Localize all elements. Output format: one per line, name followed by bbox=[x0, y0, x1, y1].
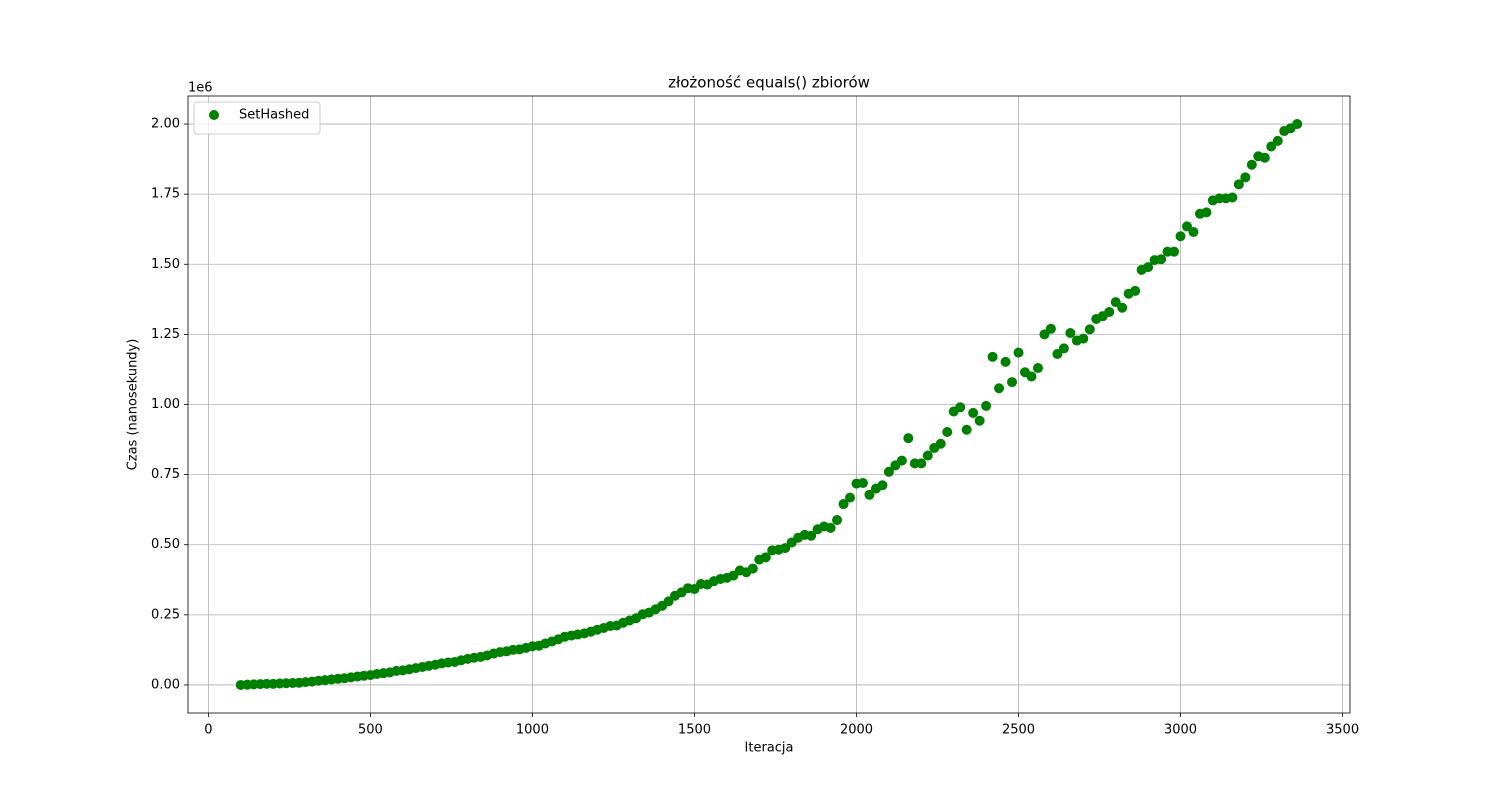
point bbox=[883, 466, 894, 477]
y-tick-label: 1.50 bbox=[151, 257, 180, 272]
point bbox=[1039, 329, 1050, 340]
marks bbox=[235, 119, 1303, 690]
x-tick-label: 3500 bbox=[1326, 723, 1359, 738]
legend: SetHashed bbox=[193, 101, 321, 135]
point bbox=[1240, 172, 1251, 183]
point bbox=[806, 530, 817, 541]
point bbox=[838, 499, 849, 510]
point bbox=[916, 458, 927, 469]
point bbox=[1026, 371, 1037, 382]
point bbox=[955, 402, 966, 413]
point bbox=[1182, 221, 1193, 232]
y-tick-label: 0.25 bbox=[151, 607, 180, 622]
y-tick-label: 2.00 bbox=[151, 117, 180, 132]
point bbox=[1117, 302, 1128, 313]
point bbox=[1201, 207, 1212, 218]
y-tick-label: 0.75 bbox=[151, 467, 180, 482]
point bbox=[1065, 327, 1076, 338]
point bbox=[961, 424, 972, 435]
y-tick-label: 0.00 bbox=[151, 677, 180, 692]
point bbox=[987, 351, 998, 362]
point bbox=[1130, 285, 1141, 296]
point bbox=[1169, 246, 1180, 257]
point bbox=[1143, 262, 1154, 273]
point bbox=[942, 426, 953, 437]
point bbox=[935, 438, 946, 449]
x-tick-label: 3000 bbox=[1164, 723, 1197, 738]
chart-title: złożoność equals() zbiorów bbox=[668, 74, 870, 92]
grid bbox=[188, 96, 1350, 713]
y-offset-label: 1e6 bbox=[188, 81, 213, 96]
x-axis-label: Iteracja bbox=[745, 741, 794, 756]
point bbox=[1156, 254, 1167, 265]
y-axis-label: Czas (nanosekundy) bbox=[126, 339, 141, 471]
point bbox=[1188, 227, 1199, 238]
point bbox=[1078, 333, 1089, 344]
x-tick-label: 1500 bbox=[678, 723, 711, 738]
y-tick-label: 1.25 bbox=[151, 327, 180, 342]
x-tick-label: 1000 bbox=[516, 723, 549, 738]
point bbox=[1175, 231, 1186, 242]
y-tick-label: 1.00 bbox=[151, 397, 180, 412]
point bbox=[1266, 141, 1277, 152]
point bbox=[760, 552, 771, 563]
point bbox=[974, 415, 985, 426]
point bbox=[994, 383, 1005, 394]
point bbox=[1292, 119, 1303, 130]
point bbox=[747, 563, 758, 574]
point bbox=[832, 515, 843, 526]
point bbox=[877, 480, 888, 491]
point bbox=[1084, 324, 1095, 335]
legend-box bbox=[193, 101, 321, 135]
point bbox=[1227, 192, 1238, 203]
point bbox=[1259, 152, 1270, 163]
x-tick-label: 500 bbox=[358, 723, 383, 738]
point bbox=[1110, 297, 1121, 308]
legend-marker bbox=[209, 110, 219, 120]
point bbox=[1233, 179, 1244, 190]
point bbox=[896, 455, 907, 466]
point bbox=[780, 543, 791, 554]
point bbox=[864, 489, 875, 500]
legend-label: SetHashed bbox=[239, 108, 309, 123]
point bbox=[1052, 349, 1063, 360]
point bbox=[981, 400, 992, 411]
point bbox=[1058, 343, 1069, 354]
point bbox=[1032, 363, 1043, 374]
point bbox=[857, 478, 868, 489]
point bbox=[1013, 347, 1024, 358]
point bbox=[1045, 323, 1056, 334]
x-tick-label: 0 bbox=[204, 723, 212, 738]
point bbox=[1000, 356, 1011, 367]
x-tick-label: 2000 bbox=[840, 723, 873, 738]
point bbox=[1007, 377, 1018, 388]
point bbox=[1272, 135, 1283, 146]
point bbox=[903, 433, 914, 444]
point bbox=[663, 596, 674, 607]
point bbox=[922, 450, 933, 461]
y-tick-label: 0.50 bbox=[151, 537, 180, 552]
point bbox=[845, 492, 856, 503]
y-tick-label: 1.75 bbox=[151, 187, 180, 202]
point bbox=[1246, 159, 1257, 170]
point bbox=[968, 407, 979, 418]
x-tick-label: 2500 bbox=[1002, 723, 1035, 738]
point bbox=[1104, 306, 1115, 317]
point bbox=[825, 522, 836, 533]
